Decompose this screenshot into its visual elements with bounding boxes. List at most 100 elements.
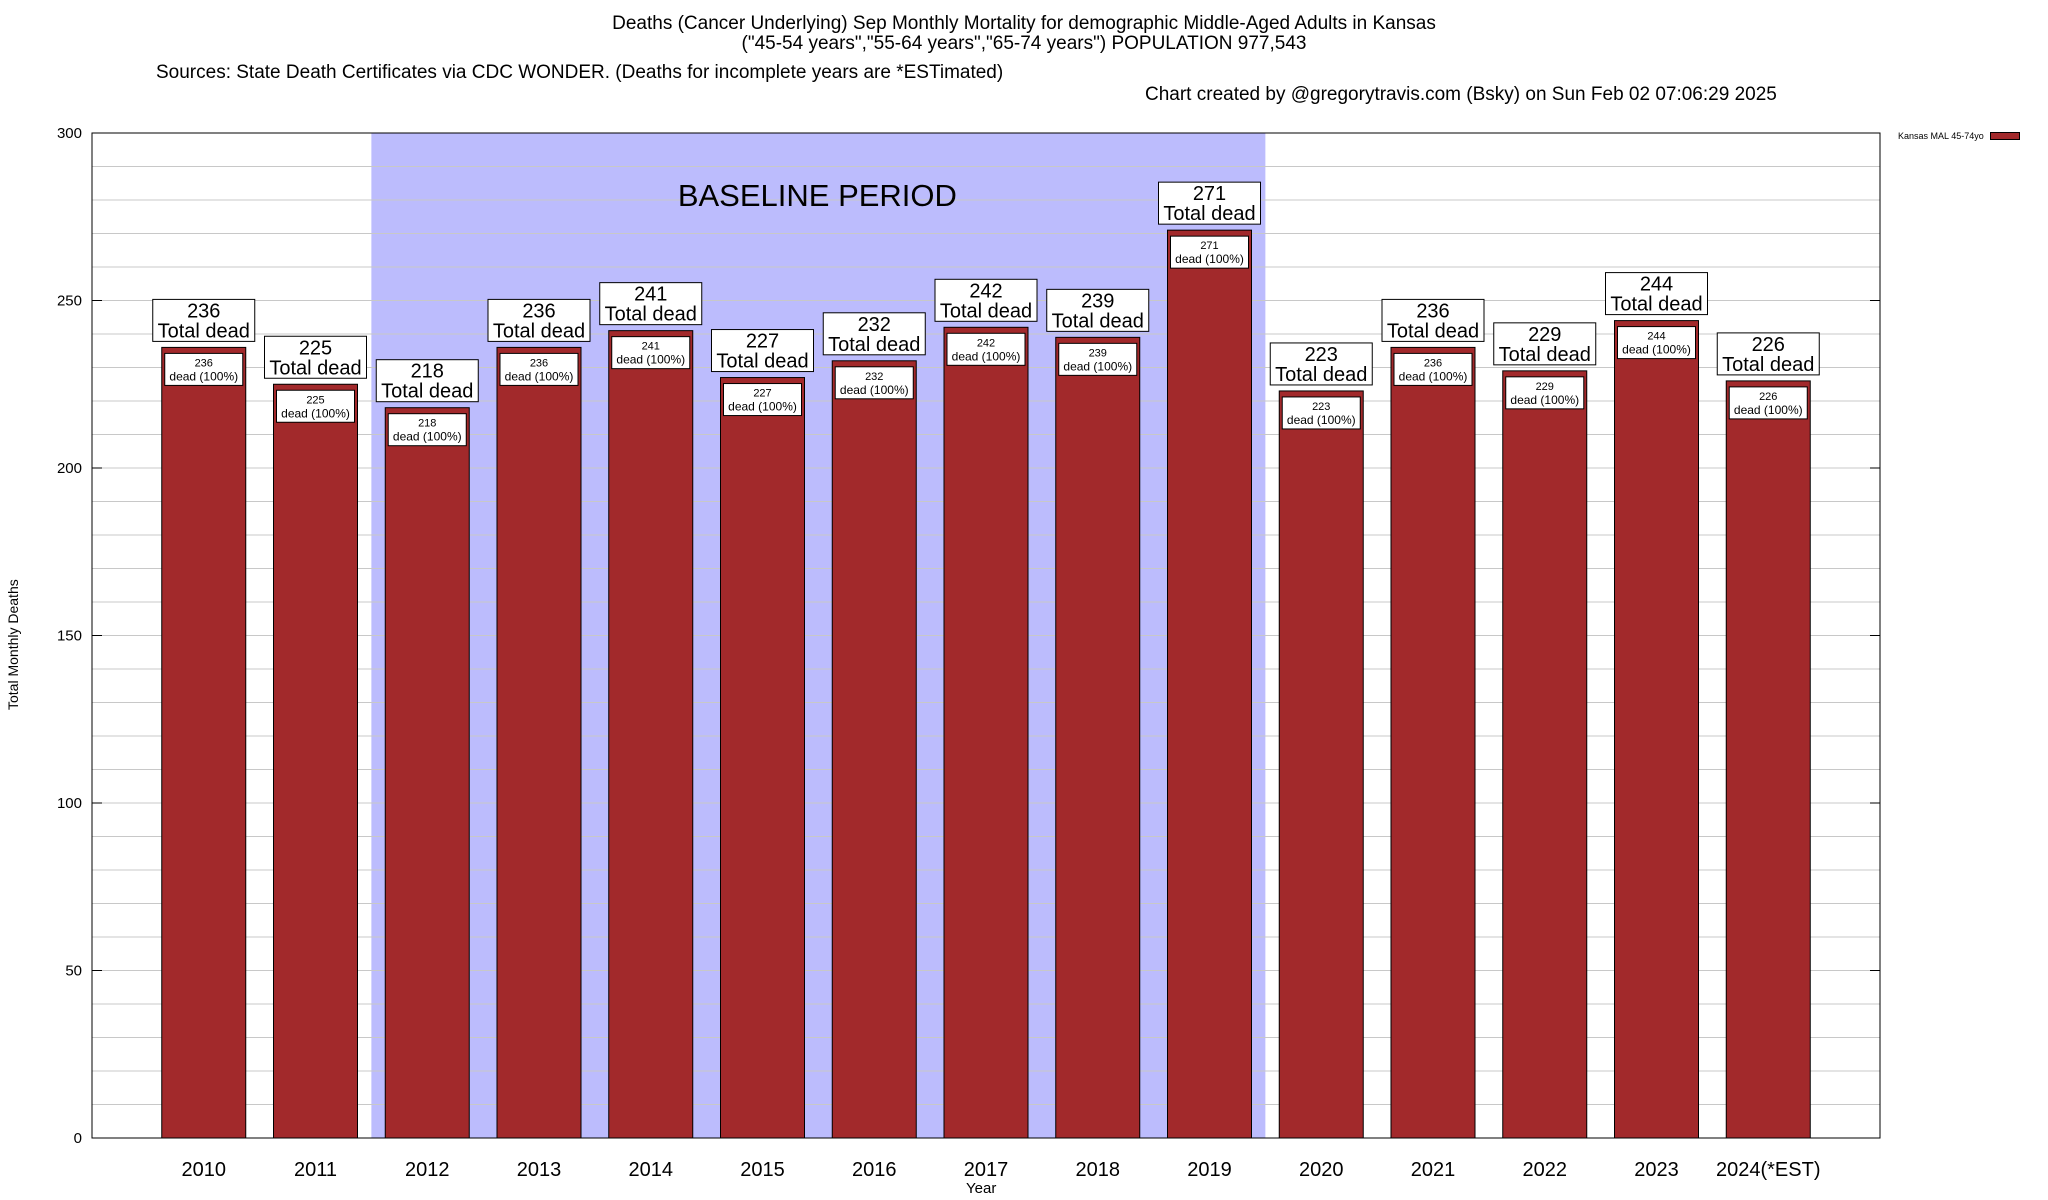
total-label-box bbox=[822, 312, 926, 356]
bar bbox=[943, 326, 1029, 1139]
total-dead-label: Total dead bbox=[605, 304, 697, 326]
inner-percent-label: dead (100%) bbox=[728, 400, 797, 414]
x-tick-label: 2015 bbox=[740, 1159, 785, 1181]
sources-text: Sources: State Death Certificates via CD… bbox=[156, 62, 1004, 83]
title-line-3: Sources: State Death Certificates via CD… bbox=[0, 40, 2048, 106]
inner-label-box bbox=[1393, 352, 1473, 386]
baseline-label: BASELINE PERIOD bbox=[678, 178, 957, 213]
inner-percent-label: dead (100%) bbox=[169, 369, 238, 383]
x-tick-label: 2018 bbox=[1076, 1159, 1121, 1181]
y-axis-label: Total Monthly Deaths bbox=[5, 579, 21, 710]
total-label-box bbox=[1605, 272, 1708, 316]
x-tick-label: 2013 bbox=[517, 1159, 562, 1181]
x-tick-label: 2024(*EST) bbox=[1716, 1159, 1821, 1181]
inner-value-label: 218 bbox=[418, 418, 436, 430]
total-dead-label: Total dead bbox=[1610, 294, 1702, 316]
total-dead-label: Total dead bbox=[493, 320, 585, 342]
legend-label: Kansas MAL 45-74yo bbox=[1898, 131, 1984, 141]
x-tick-label: 2022 bbox=[1523, 1159, 1568, 1181]
total-dead-label: Total dead bbox=[828, 334, 920, 356]
total-label-box bbox=[1158, 181, 1261, 225]
total-label-box bbox=[264, 335, 367, 379]
x-tick-label: 2012 bbox=[405, 1159, 450, 1181]
total-label-box bbox=[375, 359, 479, 403]
inner-value-label: 239 bbox=[1089, 347, 1107, 359]
y-tick-label: 300 bbox=[57, 125, 82, 142]
inner-label-box bbox=[1058, 342, 1138, 376]
bar bbox=[1725, 380, 1811, 1139]
total-dead-label: Total dead bbox=[381, 381, 473, 403]
legend: Kansas MAL 45-74yo bbox=[1898, 131, 2020, 141]
inner-percent-label: dead (100%) bbox=[393, 430, 462, 444]
total-value-label: 227 bbox=[746, 331, 779, 353]
inner-percent-label: dead (100%) bbox=[1510, 393, 1579, 407]
bar bbox=[273, 383, 358, 1139]
bar bbox=[1167, 229, 1252, 1139]
inner-percent-label: dead (100%) bbox=[1287, 413, 1356, 427]
total-dead-label: Total dead bbox=[1275, 364, 1367, 386]
inner-label-box bbox=[611, 336, 691, 370]
total-label-box bbox=[487, 298, 591, 342]
total-label-box bbox=[599, 282, 703, 326]
y-tick-label: 0 bbox=[74, 1130, 82, 1147]
total-dead-label: Total dead bbox=[1163, 203, 1255, 225]
inner-label-box bbox=[723, 383, 802, 417]
inner-percent-label: dead (100%) bbox=[1175, 252, 1244, 266]
bar bbox=[384, 407, 470, 1139]
total-label-box bbox=[1381, 298, 1485, 342]
total-dead-label: Total dead bbox=[1499, 344, 1591, 366]
x-tick-label: 2019 bbox=[1187, 1159, 1232, 1181]
inner-percent-label: dead (100%) bbox=[1063, 359, 1132, 373]
total-value-label: 229 bbox=[1528, 324, 1561, 346]
inner-label-box bbox=[1170, 235, 1249, 269]
inner-label-box bbox=[387, 413, 467, 447]
bar bbox=[720, 377, 805, 1139]
inner-value-label: 229 bbox=[1536, 381, 1554, 393]
bar bbox=[161, 346, 247, 1139]
inner-label-box bbox=[834, 366, 914, 400]
inner-value-label: 241 bbox=[642, 341, 660, 353]
inner-value-label: 236 bbox=[195, 357, 213, 369]
inner-label-box bbox=[1617, 326, 1696, 360]
bar bbox=[608, 330, 694, 1139]
total-dead-label: Total dead bbox=[1722, 354, 1814, 376]
inner-value-label: 232 bbox=[865, 371, 883, 383]
y-tick-label: 250 bbox=[57, 293, 82, 310]
total-value-label: 236 bbox=[187, 300, 220, 322]
credit-text: Chart created by @gregorytravis.com (Bsk… bbox=[1145, 84, 1777, 105]
inner-label-box bbox=[499, 352, 579, 386]
total-label-box bbox=[711, 329, 814, 373]
total-value-label: 242 bbox=[969, 280, 1002, 302]
inner-value-label: 271 bbox=[1200, 240, 1218, 252]
inner-percent-label: dead (100%) bbox=[1622, 343, 1691, 357]
total-value-label: 223 bbox=[1305, 344, 1338, 366]
x-tick-label: 2017 bbox=[964, 1159, 1009, 1181]
chart-title: Deaths (Cancer Underlying) Sep Monthly M… bbox=[0, 14, 2048, 54]
total-value-label: 226 bbox=[1752, 334, 1785, 356]
total-label-box bbox=[1716, 332, 1820, 376]
y-tick-label: 50 bbox=[65, 963, 82, 980]
y-tick-label: 150 bbox=[57, 628, 82, 645]
inner-value-label: 236 bbox=[1424, 357, 1442, 369]
inner-label-box bbox=[1281, 396, 1361, 430]
title-line-2: ("45-54 years","55-64 years","65-74 year… bbox=[741, 33, 1307, 54]
x-tick-label: 2011 bbox=[294, 1159, 337, 1181]
inner-percent-label: dead (100%) bbox=[952, 349, 1021, 363]
legend-swatch bbox=[1989, 132, 2020, 140]
x-tick-label: 2023 bbox=[1634, 1159, 1679, 1181]
total-label-box bbox=[1493, 322, 1597, 366]
total-value-label: 218 bbox=[411, 361, 444, 383]
y-tick-label: 100 bbox=[57, 795, 82, 812]
total-dead-label: Total dead bbox=[1052, 310, 1144, 332]
inner-value-label: 225 bbox=[306, 394, 324, 406]
total-dead-label: Total dead bbox=[940, 300, 1032, 322]
inner-value-label: 223 bbox=[1312, 401, 1330, 413]
x-axis-label: Year bbox=[966, 1180, 997, 1197]
bar bbox=[1390, 346, 1476, 1139]
x-tick-label: 2021 bbox=[1411, 1159, 1456, 1181]
inner-label-box bbox=[946, 332, 1026, 366]
inner-percent-label: dead (100%) bbox=[281, 406, 350, 420]
inner-percent-label: dead (100%) bbox=[1734, 403, 1803, 417]
bar bbox=[1614, 320, 1699, 1139]
total-value-label: 271 bbox=[1193, 183, 1226, 205]
